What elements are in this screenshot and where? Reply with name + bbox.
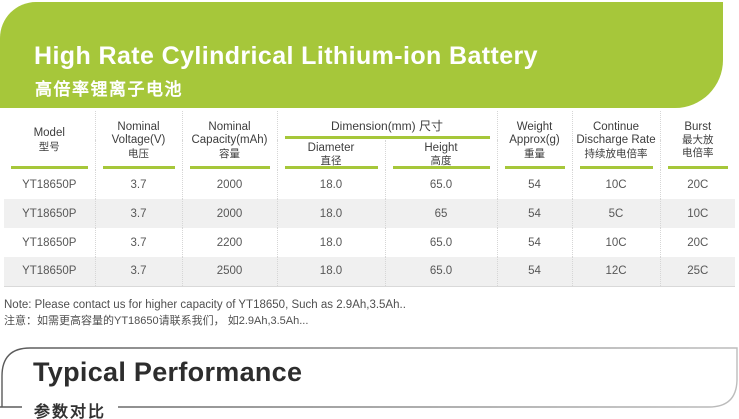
header-banner: High Rate Cylindrical Lithium-ion Batter… [0, 2, 723, 108]
footnote-zh: 注意：如需更高容量的YT18650请联系我们， 如2.9Ah,3.5Ah... [4, 315, 309, 327]
header-label: Nominal [208, 120, 251, 133]
header-label-zh: 型号 [38, 140, 60, 153]
header-label: Diameter [307, 141, 355, 154]
cell-capacity: 2000 [181, 199, 277, 228]
cell-burst: 20C [659, 228, 736, 257]
cell-capacity: 2200 [181, 228, 277, 257]
page-title-zh: 高倍率锂离子电池 [35, 80, 183, 99]
cell-model: YT18650P [22, 236, 77, 249]
cell-height: 65.0 [384, 170, 498, 199]
header-label-zh: 最大放 [682, 134, 714, 147]
cell-capacity: 2000 [181, 170, 277, 199]
cell-burst: 10C [659, 199, 736, 228]
cell-height: 65.0 [384, 228, 498, 257]
header-label-zh: 高度 [430, 155, 452, 168]
header-cell-capacity: Nominal Capacity(mAh) 容量 [181, 111, 277, 170]
section-subtitle: 参数对比 [22, 398, 119, 419]
header-label-zh: 电压 [128, 147, 149, 160]
cell-weight: 54 [496, 170, 573, 199]
header-label: Discharge Rate [576, 134, 656, 146]
header-cell-discharge-rate: Continue Discharge Rate 持续放电倍率 [571, 111, 661, 170]
cell-weight: 54 [496, 228, 573, 257]
cell-discharge-rate: 5C [571, 199, 661, 228]
header-label: Weight [516, 120, 553, 133]
header-cell-burst: Burst 最大放 电倍率 [659, 111, 736, 170]
cell-discharge-rate: 10C [571, 170, 661, 199]
cell-model: YT18650P [4, 257, 95, 287]
footnote: Note: Please contact us for higher capac… [4, 297, 406, 329]
header-label: Burst [684, 120, 712, 133]
cell-voltage: 3.7 [94, 257, 182, 287]
cell-weight: 54 [496, 199, 573, 228]
header-label: Height [424, 141, 458, 154]
cell-diameter: 18.0 [276, 257, 385, 287]
cell-model: YT18650P [22, 178, 77, 191]
spec-table: Model 型号 Nominal Voltage(V) 电压 Nominal C… [4, 111, 736, 287]
page-title: High Rate Cylindrical Lithium-ion Batter… [34, 42, 538, 70]
cell-diameter: 18.0 [276, 199, 385, 228]
header-label-zh: 电倍率 [682, 147, 714, 160]
header-label-zh: 容量 [219, 147, 240, 160]
header-cell-diameter: Diameter 直径 [276, 140, 385, 170]
header-label: Model [33, 127, 65, 140]
cell-height: 65.0 [384, 257, 498, 287]
table-row: YT18650P 3.7 2200 18.0 65.0 54 10C 20C [4, 228, 736, 257]
table-header-row-1: Model 型号 Nominal Voltage(V) 电压 Nominal C… [4, 111, 736, 170]
cell-capacity: 2500 [181, 257, 277, 287]
footnote-en: Note: Please contact us for higher capac… [4, 299, 406, 311]
cell-diameter: 18.0 [276, 170, 385, 199]
cell-discharge-rate: 12C [571, 257, 661, 287]
cell-model: YT18650P [4, 199, 95, 228]
cell-voltage: 3.7 [94, 199, 182, 228]
header-cell-voltage: Nominal Voltage(V) 电压 [94, 111, 182, 170]
header-label: Dimension(mm) 尺寸 [331, 119, 444, 133]
table-row: YT18650P 3.7 2000 18.0 65.0 54 10C 20C [4, 170, 736, 199]
header-label: Continue [592, 120, 640, 133]
header-label: Nominal [117, 120, 160, 133]
header-label-zh: 持续放电倍率 [584, 147, 648, 160]
header-cell-height: Height 高度 [384, 140, 498, 170]
section-title: Typical Performance [33, 357, 303, 387]
header-label-zh: 重量 [524, 147, 546, 160]
cell-voltage: 3.7 [94, 228, 182, 257]
table-header-row-2: Diameter 直径 Height 高度 [4, 140, 735, 170]
cell-burst: 20C [659, 170, 736, 199]
cell-weight: 54 [496, 257, 573, 287]
header-label-zh: 直径 [320, 155, 342, 168]
header-cell-dimension-group: Dimension(mm) 尺寸 [276, 111, 498, 140]
header-cell-weight: Weight Approx(g) 重量 [496, 111, 573, 170]
header-label: Capacity(mAh) [191, 134, 268, 146]
cell-height: 65 [384, 199, 498, 228]
header-cell-model: Model 型号 [4, 111, 95, 170]
cell-burst: 25C [659, 257, 736, 287]
header-label: Approx(g) [509, 134, 560, 146]
cell-voltage: 3.7 [94, 170, 182, 199]
section-border-outline [0, 347, 738, 408]
cell-diameter: 18.0 [276, 228, 385, 257]
table-row: YT18650P 3.7 2000 18.0 65 54 5C 10C [4, 199, 736, 228]
header-label: Voltage(V) [111, 134, 166, 146]
table-row: YT18650P 3.7 2500 18.0 65.0 54 12C 25C [4, 257, 736, 287]
cell-discharge-rate: 10C [571, 228, 661, 257]
